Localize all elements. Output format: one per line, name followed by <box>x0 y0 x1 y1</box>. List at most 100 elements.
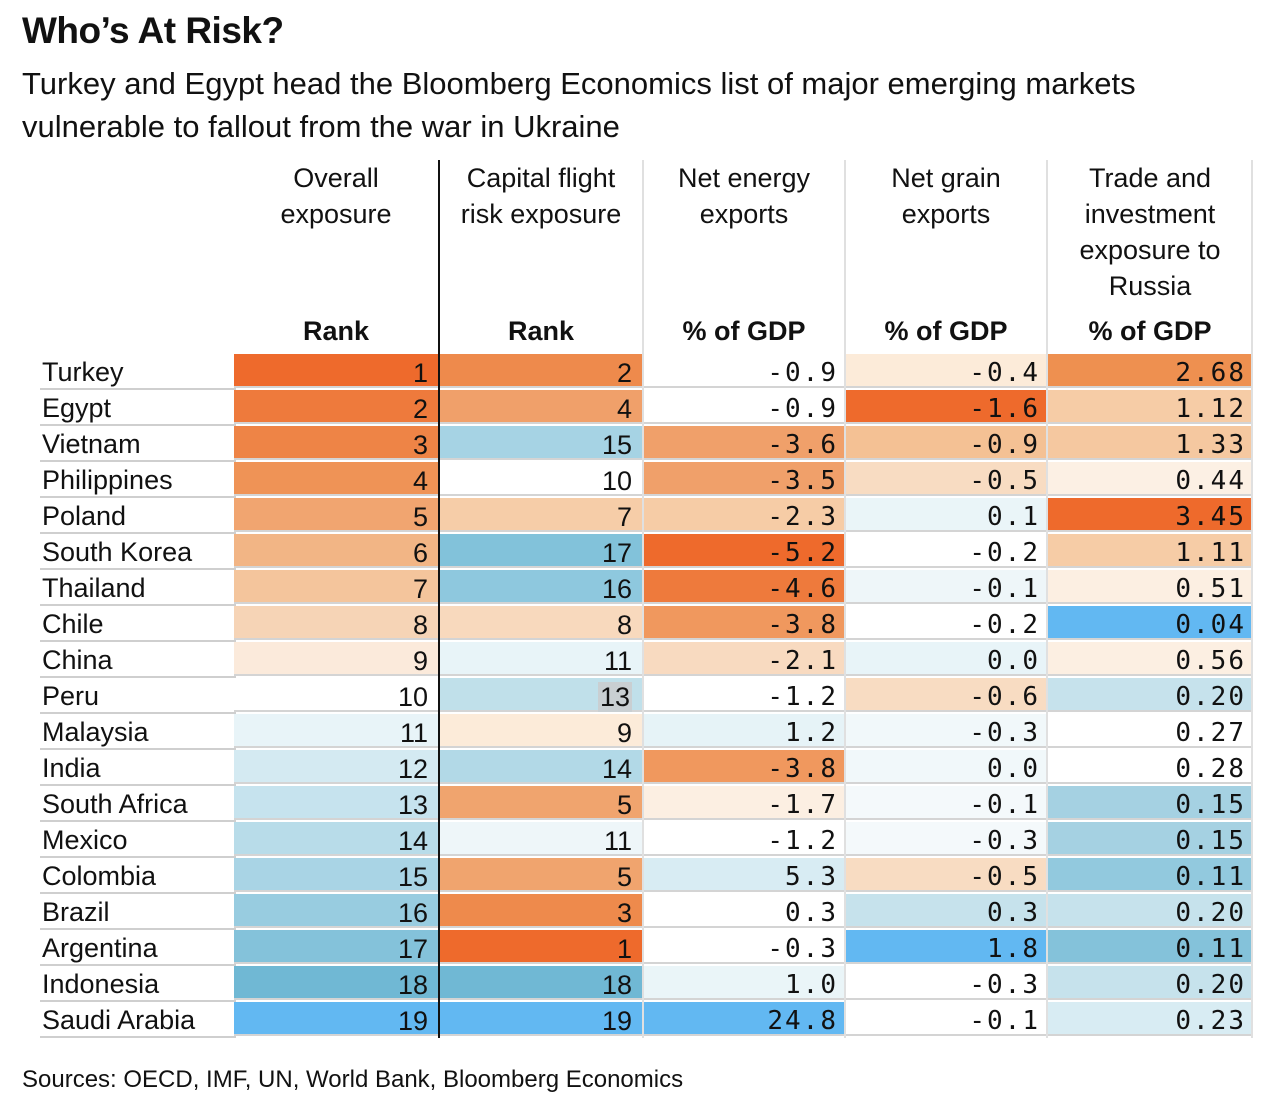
table-cell: -0.1 <box>846 1002 1046 1036</box>
table-cell: 0.04 <box>1048 606 1252 640</box>
row-divider <box>40 892 236 894</box>
column-header-name: Net energy exports <box>677 163 811 229</box>
cell-value: -3.6 <box>767 430 838 460</box>
cell-value: -0.1 <box>969 574 1040 604</box>
cell-value: 14 <box>397 826 428 856</box>
table-cell: 0.0 <box>846 642 1046 676</box>
cell-value: 4 <box>616 394 632 424</box>
cell-value: 1 <box>616 934 632 964</box>
column-header-unit: Rank <box>302 316 370 346</box>
cell-value: 18 <box>601 970 632 1000</box>
table-cell: 1 <box>234 354 438 388</box>
table-cell: 1.33 <box>1048 426 1252 460</box>
table-cell: 5.3 <box>644 858 844 892</box>
table-cell: -0.2 <box>846 534 1046 568</box>
table-row: China 9 11 -2.1 0.0 0.56 <box>40 642 1252 678</box>
country-label: India <box>42 753 101 783</box>
cell-value: -0.9 <box>969 430 1040 460</box>
table-cell: 5 <box>234 498 438 532</box>
table-cell: 15 <box>440 426 642 460</box>
row-divider <box>40 388 236 390</box>
cell-value: 0.20 <box>1175 970 1246 1000</box>
cell-value: 11 <box>603 646 632 676</box>
table-cell: 10 <box>234 678 438 712</box>
country-label: Peru <box>42 681 100 711</box>
table-cell: -0.9 <box>644 354 844 388</box>
table-cell: 0.3 <box>644 894 844 928</box>
table-row: Poland 5 7 -2.3 0.1 3.45 <box>40 498 1252 534</box>
column-header-unit: % of GDP <box>682 316 806 346</box>
cell-value: 7 <box>616 502 632 532</box>
table-row: Malaysia 11 9 1.2 -0.3 0.27 <box>40 714 1252 750</box>
cell-value: 13 <box>397 790 428 820</box>
cell-value: -2.1 <box>767 646 838 676</box>
cell-value: 16 <box>397 898 428 928</box>
source-note: Sources: OECD, IMF, UN, World Bank, Bloo… <box>22 1066 684 1093</box>
cell-value: -0.6 <box>969 682 1040 712</box>
column-header-unit: % of GDP <box>884 316 1008 346</box>
cell-value: -0.3 <box>767 934 838 964</box>
table-cell: 15 <box>234 858 438 892</box>
table-cell: -1.2 <box>644 822 844 856</box>
table-cell: 14 <box>440 750 642 784</box>
cell-value: 14 <box>601 754 632 784</box>
table-row: India 12 14 -3.8 0.0 0.28 <box>40 750 1252 786</box>
cell-value: 8 <box>412 610 428 640</box>
table-cell: 0.15 <box>1048 822 1252 856</box>
cell-value: 5 <box>616 790 632 820</box>
column-header-name: Trade and investment exposure to Russia <box>1079 163 1221 301</box>
row-divider <box>40 748 236 750</box>
table-cell: 0.44 <box>1048 462 1252 496</box>
cell-value: 0.20 <box>1175 682 1246 712</box>
table-row: South Africa 13 5 -1.7 -0.1 0.15 <box>40 786 1252 822</box>
table-cell: -0.5 <box>846 858 1046 892</box>
table-row: Colombia 15 5 5.3 -0.5 0.11 <box>40 858 1252 894</box>
table-cell: 17 <box>440 534 642 568</box>
country-label: Philippines <box>42 465 173 495</box>
row-divider <box>40 1000 236 1002</box>
country-label: Turkey <box>42 357 124 387</box>
country-label: South Korea <box>42 537 193 567</box>
table-cell: 2 <box>234 390 438 424</box>
cell-value: -5.2 <box>767 538 838 568</box>
column-header-name: Net grain exports <box>891 163 1001 229</box>
table-cell: 8 <box>234 606 438 640</box>
table-cell: 18 <box>234 966 438 1000</box>
cell-value: 11 <box>603 826 632 856</box>
table-cell: 7 <box>440 498 642 532</box>
table-row: Brazil 16 3 0.3 0.3 0.20 <box>40 894 1252 930</box>
table-cell: -0.3 <box>644 930 844 964</box>
table-cell: 0.27 <box>1048 714 1252 748</box>
cell-value: 10 <box>397 682 428 712</box>
cell-value: 3.45 <box>1175 502 1246 532</box>
country-label: Brazil <box>42 897 110 927</box>
cell-value: -0.3 <box>969 826 1040 856</box>
cell-value: -0.9 <box>767 394 838 424</box>
table-cell: -0.3 <box>846 966 1046 1000</box>
cell-value: 1.8 <box>987 934 1040 964</box>
row-divider <box>40 496 236 498</box>
table-cell: -0.3 <box>846 822 1046 856</box>
table-cell: 0.28 <box>1048 750 1252 784</box>
country-label: Mexico <box>42 825 128 855</box>
cell-value: 0.51 <box>1175 574 1246 604</box>
cell-value: -0.5 <box>969 862 1040 892</box>
table-cell: -1.6 <box>846 390 1046 424</box>
table-cell: -0.9 <box>644 390 844 424</box>
table-cell: 10 <box>440 462 642 496</box>
table-cell: 3.45 <box>1048 498 1252 532</box>
row-divider <box>40 820 236 822</box>
table-cell: -0.6 <box>846 678 1046 712</box>
row-divider <box>40 784 236 786</box>
cell-value: 24.8 <box>767 1006 838 1036</box>
country-label: Chile <box>42 609 104 639</box>
cell-value: 7 <box>412 574 428 604</box>
cell-value: -0.4 <box>969 358 1040 388</box>
table-cell: -0.5 <box>846 462 1046 496</box>
table-cell: 18 <box>440 966 642 1000</box>
table-cell: -1.2 <box>644 678 844 712</box>
table-cell: 0.11 <box>1048 930 1252 964</box>
cell-value: 10 <box>601 466 632 496</box>
cell-value: 0.15 <box>1175 826 1246 856</box>
column-header: Net grain exports % of GDP <box>846 160 1046 350</box>
